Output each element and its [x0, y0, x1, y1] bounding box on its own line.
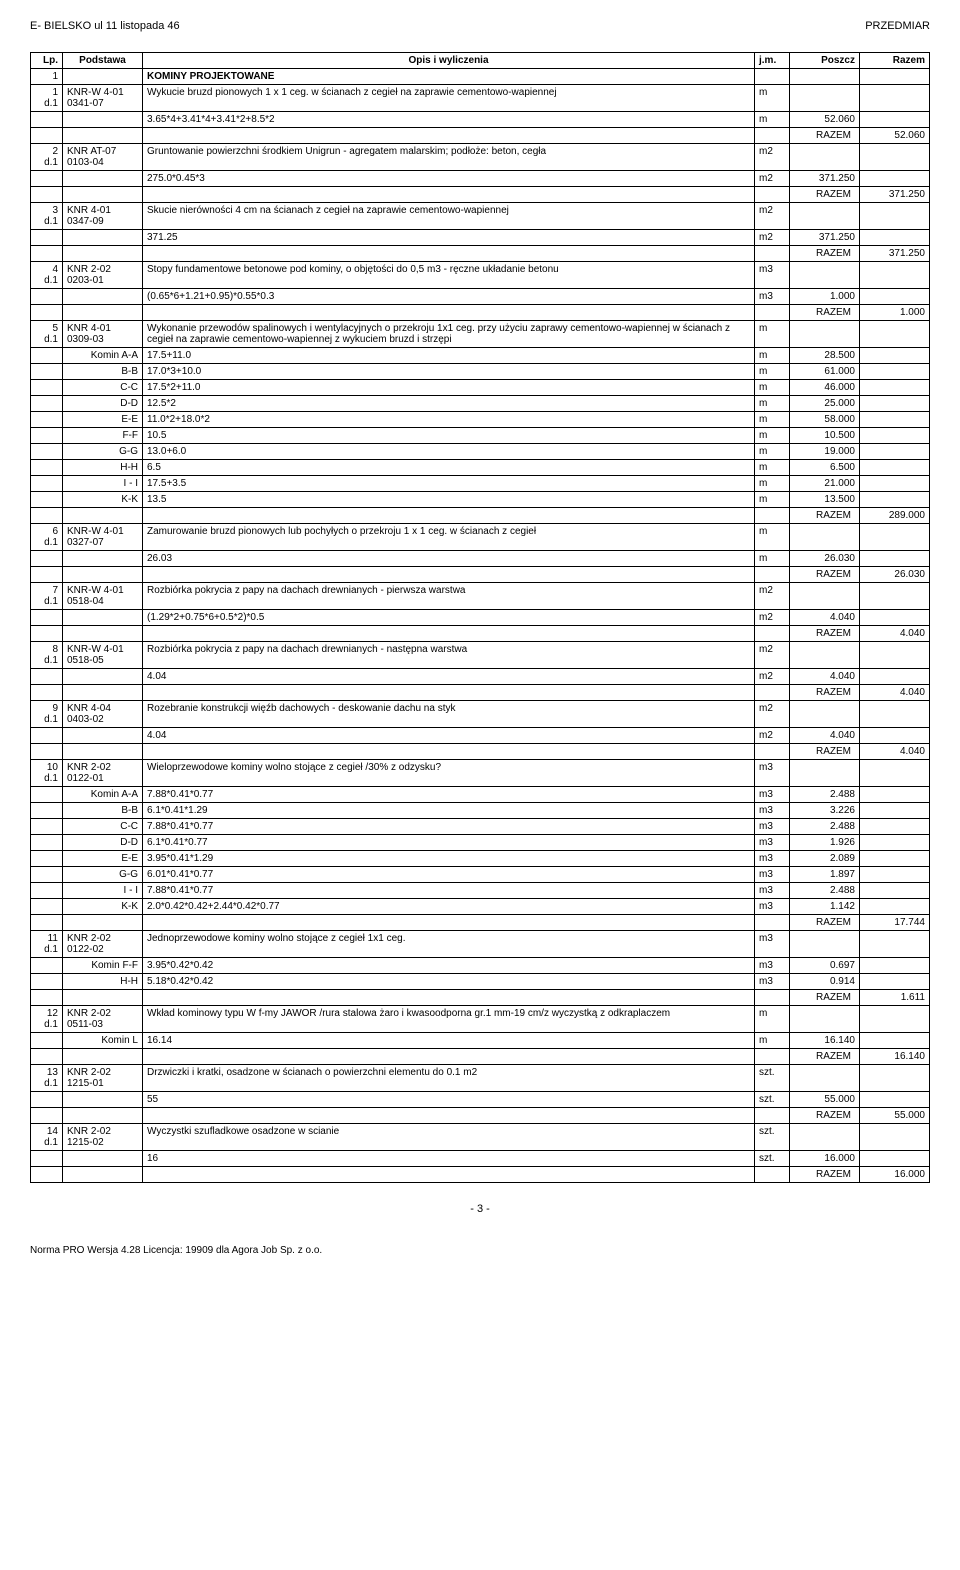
col-lp: Lp.: [31, 53, 63, 69]
document-header: E- BIELSKO ul 11 listopada 46 PRZEDMIAR: [30, 20, 930, 32]
page-number: - 3 -: [30, 1203, 930, 1215]
header-left: E- BIELSKO ul 11 listopada 46: [30, 20, 180, 32]
col-podstawa: Podstawa: [63, 53, 143, 69]
col-poszcz: Poszcz: [790, 53, 860, 69]
footer-text: Norma PRO Wersja 4.28 Licencja: 19909 dl…: [30, 1245, 930, 1256]
main-table: Lp. Podstawa Opis i wyliczenia j.m. Posz…: [30, 52, 930, 1183]
table-header: Lp. Podstawa Opis i wyliczenia j.m. Posz…: [31, 53, 930, 69]
header-right: PRZEDMIAR: [865, 20, 930, 32]
table-body: 1KOMINY PROJEKTOWANE1d.1KNR-W 4-010341-0…: [31, 69, 930, 1183]
col-opis: Opis i wyliczenia: [143, 53, 755, 69]
col-jm: j.m.: [755, 53, 790, 69]
col-razem: Razem: [860, 53, 930, 69]
